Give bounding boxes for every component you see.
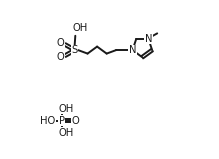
Text: O: O <box>57 52 65 62</box>
Text: N: N <box>129 45 136 55</box>
Text: P: P <box>59 116 65 126</box>
Text: O: O <box>71 116 79 126</box>
Text: OH: OH <box>59 104 74 114</box>
Text: N: N <box>145 34 152 44</box>
Text: OH: OH <box>72 23 88 33</box>
Text: OH: OH <box>59 128 74 138</box>
Text: O: O <box>57 38 65 48</box>
Text: HO: HO <box>40 116 55 126</box>
Text: S: S <box>71 45 78 55</box>
